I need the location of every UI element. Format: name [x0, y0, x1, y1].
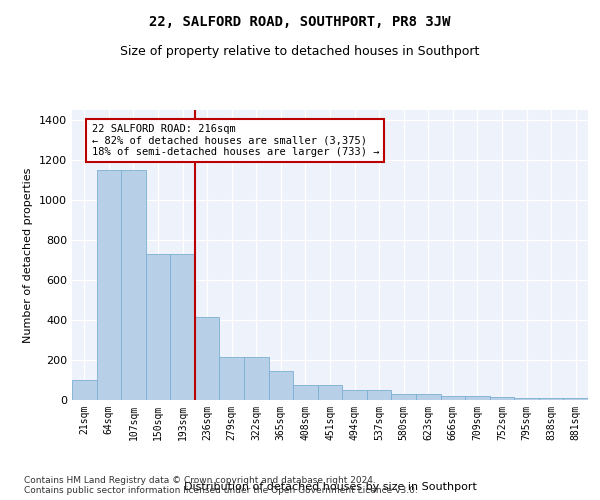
Bar — [293, 385, 318, 400]
Text: 22, SALFORD ROAD, SOUTHPORT, PR8 3JW: 22, SALFORD ROAD, SOUTHPORT, PR8 3JW — [149, 15, 451, 29]
Bar — [416, 394, 440, 400]
Bar — [97, 170, 121, 400]
Bar — [342, 390, 367, 400]
Bar — [563, 398, 588, 400]
Bar — [367, 390, 391, 400]
Bar — [72, 380, 97, 400]
Bar — [170, 254, 195, 400]
Y-axis label: Number of detached properties: Number of detached properties — [23, 168, 34, 342]
Text: Size of property relative to detached houses in Southport: Size of property relative to detached ho… — [121, 45, 479, 58]
Bar — [539, 398, 563, 400]
Bar — [269, 371, 293, 400]
Bar — [195, 317, 220, 400]
Bar — [146, 254, 170, 400]
Bar — [244, 357, 269, 400]
Bar — [121, 170, 146, 400]
Bar — [490, 397, 514, 400]
Bar — [220, 357, 244, 400]
Bar — [514, 398, 539, 400]
Bar — [440, 396, 465, 400]
Bar — [391, 394, 416, 400]
Bar — [465, 396, 490, 400]
X-axis label: Distribution of detached houses by size in Southport: Distribution of detached houses by size … — [184, 482, 476, 492]
Text: 22 SALFORD ROAD: 216sqm
← 82% of detached houses are smaller (3,375)
18% of semi: 22 SALFORD ROAD: 216sqm ← 82% of detache… — [92, 124, 379, 157]
Bar — [318, 385, 342, 400]
Text: Contains HM Land Registry data © Crown copyright and database right 2024.
Contai: Contains HM Land Registry data © Crown c… — [24, 476, 418, 495]
